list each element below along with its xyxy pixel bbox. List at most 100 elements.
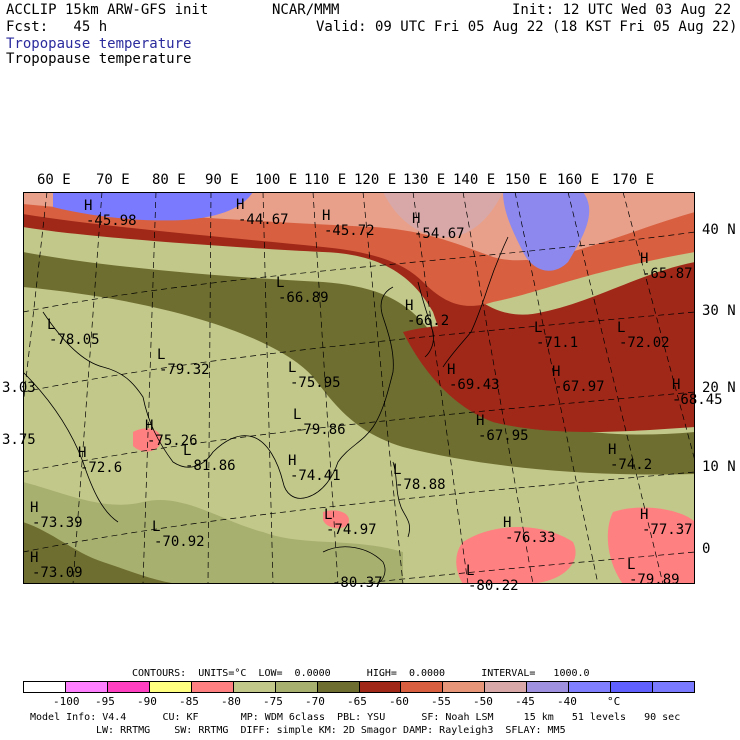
colorbar-cell (527, 682, 570, 692)
extremum-marker: L (276, 275, 285, 291)
colorbar-cell (149, 682, 192, 692)
field-title-1: Tropopause temperature (6, 36, 192, 52)
colorbar-cell (485, 682, 528, 692)
extremum-value: -66.89 (278, 290, 329, 306)
extremum-value: 3.03 (2, 380, 36, 396)
extremum-marker: H (552, 364, 561, 380)
colorbar-cell (107, 682, 150, 692)
extremum-value: -73.39 (32, 515, 83, 531)
colorbar-tick-label: -100 (53, 695, 80, 708)
colorbar-cell (359, 682, 402, 692)
lon-label: 70 E (96, 172, 130, 188)
lat-label: 10 N (702, 459, 736, 475)
extremum-marker: L (47, 317, 56, 333)
extremum-marker: H (84, 198, 93, 214)
lon-label: 130 E (403, 172, 446, 188)
colorbar-cell (65, 682, 108, 692)
lat-label: 30 N (702, 303, 736, 319)
lat-label: 0 (702, 541, 711, 557)
extremum-marker: H (608, 442, 617, 458)
extremum-value: -45.98 (86, 213, 137, 229)
extremum-marker: H (145, 418, 154, 434)
colorbar-tick-label: -50 (473, 695, 493, 708)
extremum-value: -79.86 (295, 422, 346, 438)
extremum-value: -44.67 (238, 212, 289, 228)
colorbar-cell (443, 682, 486, 692)
extremum-marker: H (78, 445, 87, 461)
extremum-value: -81.86 (185, 458, 236, 474)
extremum-marker: H (640, 251, 649, 267)
patch-salmon-4 (607, 507, 695, 584)
patch-salmon-1 (133, 428, 162, 452)
extremum-marker: L (293, 407, 302, 423)
lon-label: 170 E (612, 172, 655, 188)
band-orange (23, 200, 695, 306)
extremum-marker: L (288, 360, 297, 376)
extremum-value: -67.97 (554, 379, 605, 395)
colorbar-tick-label: -70 (305, 695, 325, 708)
colorbar-tick-label: -80 (221, 695, 241, 708)
extremum-value: -72.02 (619, 335, 670, 351)
extremum-value: -78.05 (49, 332, 100, 348)
extremum-marker: H (640, 507, 649, 523)
extremum-value: -79.32 (159, 362, 210, 378)
model-info: Model Info: V4.4 CU: KF MP: WDM 6class P… (30, 712, 681, 723)
extremum-value: -73.09 (32, 565, 83, 581)
lon-label: 110 E (304, 172, 347, 188)
extremum-value: -68.45 (672, 392, 723, 408)
extremum-marker: L (324, 507, 333, 523)
region-red-east (403, 325, 695, 432)
coastline-borneo (322, 546, 386, 584)
extremum-value: -74.97 (326, 522, 377, 538)
extremum-value: -78.88 (395, 477, 446, 493)
extremum-value: -75.95 (290, 375, 341, 391)
extremum-value: -71.1 (536, 335, 579, 351)
extremum-marker: H (288, 453, 297, 469)
extremum-value: -45.72 (324, 223, 375, 239)
physics-info: LW: RRTMG SW: RRTMG DIFF: simple KM: 2D … (96, 725, 566, 736)
lon-label: 160 E (557, 172, 600, 188)
lon-label: 100 E (255, 172, 298, 188)
extremum-value: 3.75 (2, 432, 36, 448)
lon-label: 90 E (205, 172, 239, 188)
extremum-marker: L (152, 519, 161, 535)
patch-salmon-3 (456, 527, 576, 584)
region-olive-sw (23, 482, 403, 584)
extremum-value: -69.43 (449, 377, 500, 393)
region-lavender (383, 192, 503, 238)
coastline-japan (442, 236, 509, 368)
extremum-marker: L (466, 563, 475, 579)
colorbar-cell (191, 682, 234, 692)
colorbar-tick-label: -55 (431, 695, 451, 708)
contours-info: CONTOURS: UNITS=°C LOW= 0.0000 HIGH= 0.0… (132, 668, 590, 679)
coastline-philippines (392, 461, 410, 538)
colorbar-tick-label: °C (607, 695, 621, 708)
extremum-marker: L (393, 462, 402, 478)
tropopause-temperature-map (23, 192, 695, 584)
extremum-marker: H (236, 197, 245, 213)
colorbar-tick-label: -75 (263, 695, 283, 708)
lon-label: 80 E (152, 172, 186, 188)
lat-label: 40 N (702, 222, 736, 238)
extremum-marker: L (534, 320, 543, 336)
valid-time: Valid: 09 UTC Fri 05 Aug 22 (18 KST Fri … (316, 19, 738, 35)
region-purple-nw (53, 192, 253, 221)
region-olive-dark-sw (23, 522, 183, 584)
extremum-marker: L (627, 557, 636, 573)
colorbar-tick-label: -60 (389, 695, 409, 708)
colorbar-tick-label: -65 (347, 695, 367, 708)
colorbar-cell (24, 682, 66, 692)
extremum-marker: H (447, 362, 456, 378)
colorbar (23, 681, 695, 693)
extremum-marker: H (30, 500, 39, 516)
extremum-marker: L (157, 347, 166, 363)
extremum-value: -80.22 (468, 578, 519, 594)
extremum-marker: H (412, 211, 421, 227)
field-title-2: Tropopause temperature (6, 51, 192, 67)
extremum-value: -70.92 (154, 534, 205, 550)
patch-salmon-2 (323, 510, 349, 529)
extremum-value: -76.33 (505, 530, 556, 546)
colorbar-tick-label: -90 (137, 695, 157, 708)
colorbar-cell (317, 682, 360, 692)
lon-gridlines (23, 192, 695, 584)
